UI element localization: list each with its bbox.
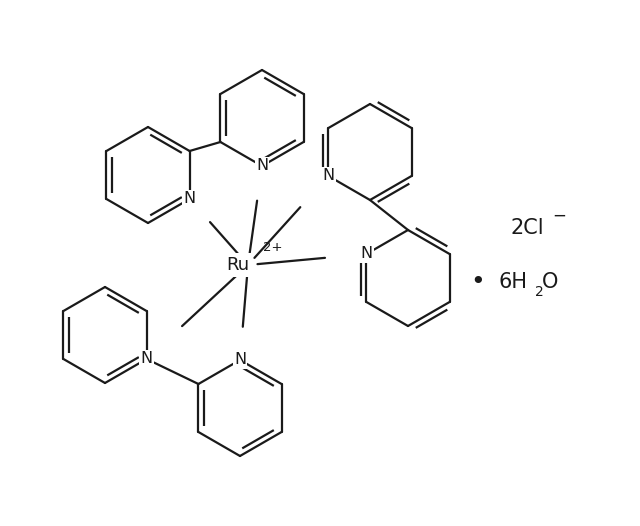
Text: 6H: 6H [498,272,527,292]
Text: −: − [552,207,566,225]
Text: Ru: Ru [227,256,250,274]
Text: 2: 2 [535,285,544,299]
Text: N: N [323,168,335,184]
Text: 2+: 2+ [263,241,283,255]
Text: N: N [256,158,268,174]
Text: N: N [184,191,196,207]
Text: N: N [234,352,246,368]
Text: N: N [141,351,152,367]
Text: 2Cl: 2Cl [510,218,543,238]
Text: N: N [360,247,372,261]
Text: •: • [470,270,485,294]
Text: O: O [542,272,558,292]
